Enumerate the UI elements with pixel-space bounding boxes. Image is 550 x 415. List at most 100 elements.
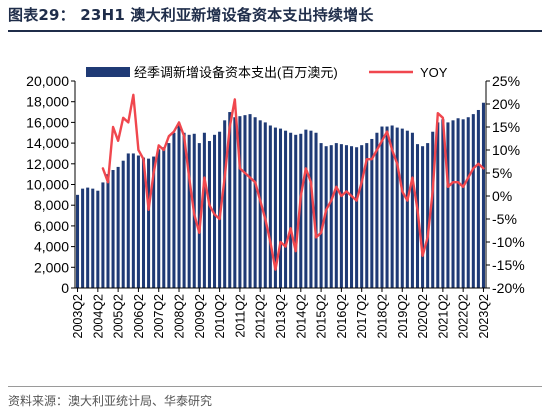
right-tick-label: 0% bbox=[492, 188, 512, 204]
left-tick-label: 14,000 bbox=[26, 135, 69, 151]
right-tick-label: 10% bbox=[492, 142, 520, 158]
left-tick-label: 12,000 bbox=[26, 156, 69, 172]
bar bbox=[223, 120, 227, 288]
bar bbox=[96, 190, 100, 288]
bar bbox=[202, 132, 206, 288]
x-tick-label: 2019Q2 bbox=[396, 294, 410, 339]
x-tick-label: 2003Q2 bbox=[71, 294, 85, 339]
x-tick-label: 2009Q2 bbox=[193, 294, 207, 339]
legend-bar-label: 经季调新增设备资本支出(百万澳元) bbox=[134, 65, 338, 80]
right-tick-label: 15% bbox=[492, 119, 520, 135]
x-tick-label: 2015Q2 bbox=[315, 294, 329, 339]
right-tick-label: -20% bbox=[492, 280, 525, 296]
bar bbox=[395, 127, 399, 288]
bar bbox=[456, 118, 460, 288]
bar bbox=[263, 122, 267, 289]
bar bbox=[421, 146, 425, 288]
bar bbox=[126, 153, 130, 288]
bar bbox=[400, 128, 404, 288]
bar bbox=[451, 120, 455, 288]
bar bbox=[213, 134, 217, 288]
bar bbox=[278, 128, 283, 288]
title-divider bbox=[8, 30, 542, 32]
bar bbox=[405, 130, 409, 288]
bar bbox=[141, 157, 146, 288]
left-tick-label: 20,000 bbox=[26, 73, 69, 89]
x-tick-label: 2013Q2 bbox=[274, 294, 288, 339]
bar bbox=[385, 126, 389, 288]
bar bbox=[294, 134, 298, 288]
bar bbox=[106, 174, 110, 288]
bar bbox=[466, 117, 470, 288]
bar bbox=[446, 122, 450, 289]
bar bbox=[197, 143, 201, 288]
right-tick-label: 20% bbox=[492, 96, 520, 112]
bar bbox=[299, 133, 303, 288]
bar bbox=[238, 116, 242, 288]
right-tick-label: 5% bbox=[492, 165, 512, 181]
left-tick-label: 8,000 bbox=[34, 197, 69, 213]
legend-bar-swatch bbox=[86, 67, 130, 77]
x-tick-label: 2023Q2 bbox=[477, 294, 491, 339]
bar bbox=[375, 132, 379, 288]
bar bbox=[410, 132, 414, 288]
x-tick-label: 2011Q2 bbox=[233, 294, 247, 338]
axes: 0 2,000 4,000 6,000 8,000 10,000 12,000 14,000 1… bbox=[26, 73, 525, 338]
bar bbox=[370, 138, 374, 288]
bar bbox=[228, 112, 232, 288]
bar bbox=[431, 131, 435, 288]
bar bbox=[101, 182, 105, 288]
bar bbox=[360, 145, 364, 288]
left-tick-label: 6,000 bbox=[34, 218, 69, 234]
bar bbox=[162, 147, 166, 288]
bar bbox=[243, 115, 247, 288]
left-tick-label: 16,000 bbox=[26, 114, 69, 130]
x-tick-label: 2016Q2 bbox=[335, 294, 349, 339]
yoy-line bbox=[101, 93, 485, 271]
bar bbox=[319, 143, 323, 288]
left-tick-label: 0 bbox=[61, 280, 69, 296]
source-divider bbox=[8, 386, 542, 387]
bar bbox=[86, 187, 90, 288]
x-tick-label: 2021Q2 bbox=[436, 294, 450, 339]
yoy-series bbox=[101, 93, 485, 271]
bar bbox=[91, 188, 95, 288]
bar bbox=[339, 144, 343, 288]
bar bbox=[289, 132, 293, 288]
bar bbox=[207, 141, 211, 288]
bar bbox=[111, 170, 115, 288]
bar bbox=[441, 119, 445, 288]
x-tick-label: 2007Q2 bbox=[152, 294, 166, 339]
bar bbox=[461, 119, 465, 288]
bar bbox=[131, 153, 135, 288]
bar bbox=[304, 129, 308, 288]
bar bbox=[324, 146, 328, 288]
x-tick-label: 2008Q2 bbox=[173, 294, 187, 339]
bar bbox=[329, 145, 333, 288]
bar bbox=[355, 147, 359, 288]
bar bbox=[481, 102, 485, 288]
bar bbox=[350, 146, 354, 288]
bar bbox=[182, 132, 186, 288]
bar bbox=[253, 117, 257, 288]
x-tick-label: 2006Q2 bbox=[132, 294, 146, 339]
bar bbox=[284, 130, 288, 288]
left-tick-label: 18,000 bbox=[26, 94, 69, 110]
right-tick-label: -10% bbox=[492, 234, 525, 250]
x-tick-label: 2022Q2 bbox=[457, 294, 471, 339]
x-tick-label: 2010Q2 bbox=[213, 294, 227, 339]
legend: 经季调新增设备资本支出(百万澳元) YOY bbox=[86, 65, 448, 80]
bar bbox=[309, 130, 313, 288]
bar bbox=[81, 188, 85, 288]
bar bbox=[157, 149, 161, 288]
bar bbox=[76, 194, 80, 288]
bar bbox=[268, 125, 272, 288]
bar bbox=[167, 143, 171, 288]
bar bbox=[233, 117, 237, 288]
bar bbox=[471, 114, 475, 289]
right-tick-label: -15% bbox=[492, 257, 525, 273]
bar bbox=[380, 126, 384, 288]
figure-title: 图表29： 23H1 澳大利亚新增设备资本支出持续增长 bbox=[8, 6, 374, 24]
bar bbox=[121, 160, 125, 288]
left-tick-label: 4,000 bbox=[34, 239, 69, 255]
